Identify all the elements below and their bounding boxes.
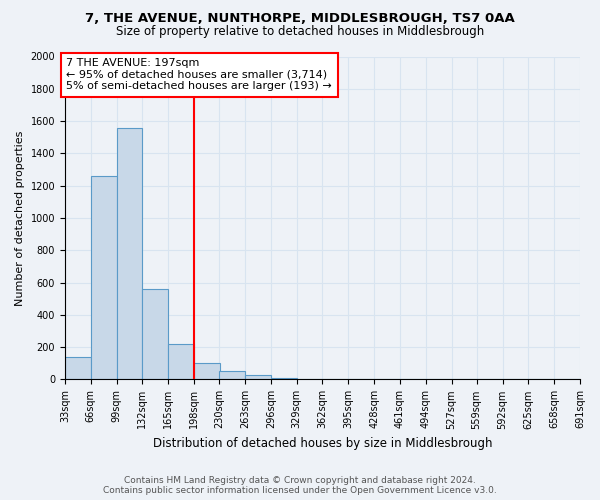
Text: Contains HM Land Registry data © Crown copyright and database right 2024.
Contai: Contains HM Land Registry data © Crown c… (103, 476, 497, 495)
Bar (245, 376, 271, 380)
Text: 7 THE AVENUE: 197sqm
← 95% of detached houses are smaller (3,714)
5% of semi-det: 7 THE AVENUE: 197sqm ← 95% of detached h… (67, 58, 332, 92)
Bar (91, 176, 116, 380)
Bar (194, 364, 220, 380)
Bar (219, 372, 245, 380)
Text: 7, THE AVENUE, NUNTHORPE, MIDDLESBROUGH, TS7 0AA: 7, THE AVENUE, NUNTHORPE, MIDDLESBROUGH,… (85, 12, 515, 26)
Y-axis label: Number of detached properties: Number of detached properties (15, 130, 25, 306)
Bar (116, 128, 142, 380)
Bar (168, 344, 194, 380)
Text: Size of property relative to detached houses in Middlesbrough: Size of property relative to detached ho… (116, 25, 484, 38)
Bar (65, 357, 91, 380)
Bar (322, 378, 348, 380)
Bar (296, 378, 322, 380)
Bar (142, 289, 168, 380)
X-axis label: Distribution of detached houses by size in Middlesbrough: Distribution of detached houses by size … (153, 437, 492, 450)
Bar (271, 378, 296, 380)
